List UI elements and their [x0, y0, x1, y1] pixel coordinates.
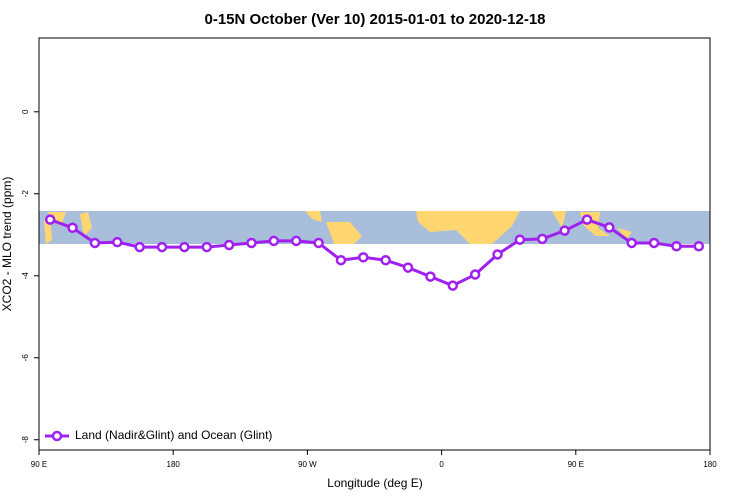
point [581, 214, 593, 225]
point [492, 249, 503, 260]
point [313, 237, 324, 249]
point [112, 236, 123, 248]
point [67, 222, 78, 234]
x-tick-label: 90 E [31, 460, 47, 469]
point [514, 234, 526, 245]
point [648, 237, 660, 249]
point [604, 222, 615, 233]
y-tick-label: -8 [21, 436, 30, 444]
y-tick-label: 0 [21, 109, 30, 114]
point [268, 235, 280, 247]
point [380, 254, 391, 266]
point [156, 241, 168, 253]
point [246, 237, 257, 249]
chart-title: 0-15N October (Ver 10) 2015-01-01 to 202… [204, 11, 545, 28]
x-tick-label: 180 [167, 460, 181, 469]
legend-marker [51, 430, 63, 442]
point [89, 237, 101, 249]
y-tick-label: -4 [21, 272, 30, 280]
point [44, 214, 56, 225]
plot-frame [38, 37, 711, 451]
point [134, 241, 145, 253]
point [402, 262, 414, 273]
point [290, 235, 302, 247]
point [179, 241, 190, 253]
point [537, 233, 548, 245]
legend-label: Land (Nadir&Glint) and Ocean (Glint) [75, 428, 272, 442]
point [671, 241, 682, 252]
y-tick-label: -2 [21, 190, 30, 198]
point [469, 269, 481, 280]
point [358, 252, 369, 263]
point [693, 241, 705, 252]
point [201, 241, 212, 253]
point [425, 271, 436, 282]
y-axis-label: XCO2 - MLO trend (ppm) [0, 177, 14, 312]
point [559, 225, 570, 236]
x-tick-label: 90 E [568, 460, 584, 469]
x-axis-label: Longitude (deg E) [327, 476, 422, 490]
x-tick-label: 180 [703, 460, 717, 469]
x-tick-label: 90 W [298, 460, 317, 469]
point [626, 237, 637, 249]
x-tick-label: 0 [439, 460, 444, 469]
point [223, 239, 235, 251]
y-tick-label: -6 [21, 354, 30, 362]
point [447, 280, 459, 291]
point [335, 254, 347, 266]
